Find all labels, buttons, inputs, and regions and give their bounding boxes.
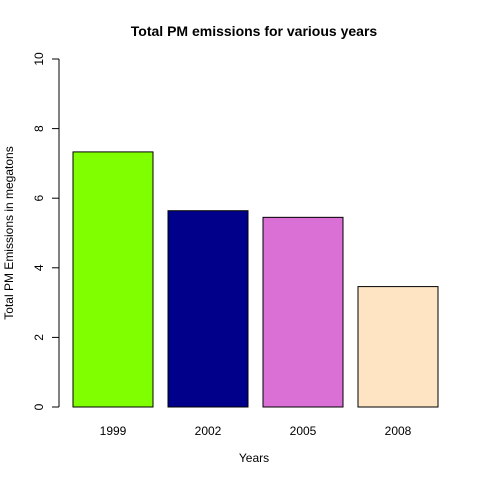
y-tick-label: 0 [32,403,46,410]
y-axis-label: Total PM Emissions in megatons [2,146,16,319]
x-tick-label: 1999 [100,424,127,438]
y-tick-label: 8 [32,125,46,132]
y-tick-label: 10 [32,52,46,66]
x-tick-label: 2008 [385,424,412,438]
x-tick-labels: 1999 2002 2005 2008 [100,424,412,438]
y-tick-label: 6 [32,195,46,202]
y-tick-label: 4 [32,264,46,271]
x-axis-label: Years [239,451,269,465]
bar-1999 [72,151,154,408]
bar-2002 [167,210,249,408]
chart-title: Total PM emissions for various years [131,23,378,39]
y-tick-label: 2 [32,334,46,341]
bars-group [72,151,439,408]
x-tick-label: 2002 [195,424,222,438]
y-axis: 0 2 4 6 8 10 [32,52,60,410]
bar-2005 [262,216,344,408]
x-tick-label: 2005 [290,424,317,438]
bar-2008 [357,286,439,408]
